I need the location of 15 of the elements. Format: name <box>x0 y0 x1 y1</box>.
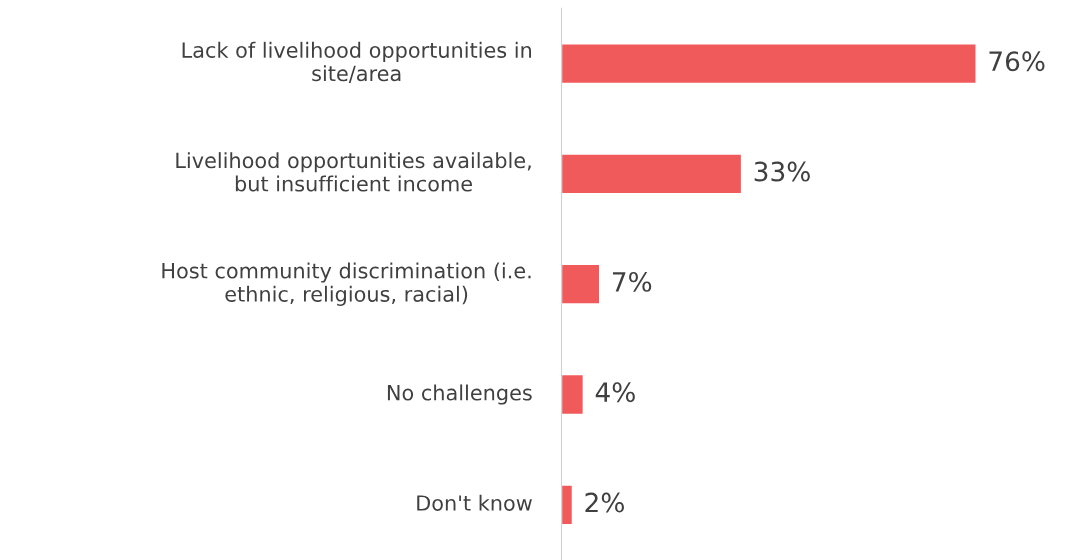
bar <box>561 484 574 526</box>
y-tick-label: No challenges <box>387 384 532 405</box>
data-label: 76% <box>989 51 1045 72</box>
y-tick-label: Host community discrimination (i.e. ethnic, religious, racial) <box>162 262 531 306</box>
data-label: 4% <box>595 382 635 403</box>
bar <box>561 153 743 195</box>
data-label: 7% <box>612 271 652 292</box>
y-tick-label: Livelihood opportunities available, but insufficient income <box>176 152 531 192</box>
y-tick-label: Lack of livelihood opportunities in site/area <box>182 41 532 83</box>
bar <box>561 263 601 305</box>
bar <box>561 373 585 416</box>
y-tick-label: Don't know <box>417 494 532 511</box>
bar <box>561 43 977 85</box>
data-label: 33% <box>754 161 810 182</box>
data-label: 2% <box>585 492 624 513</box>
